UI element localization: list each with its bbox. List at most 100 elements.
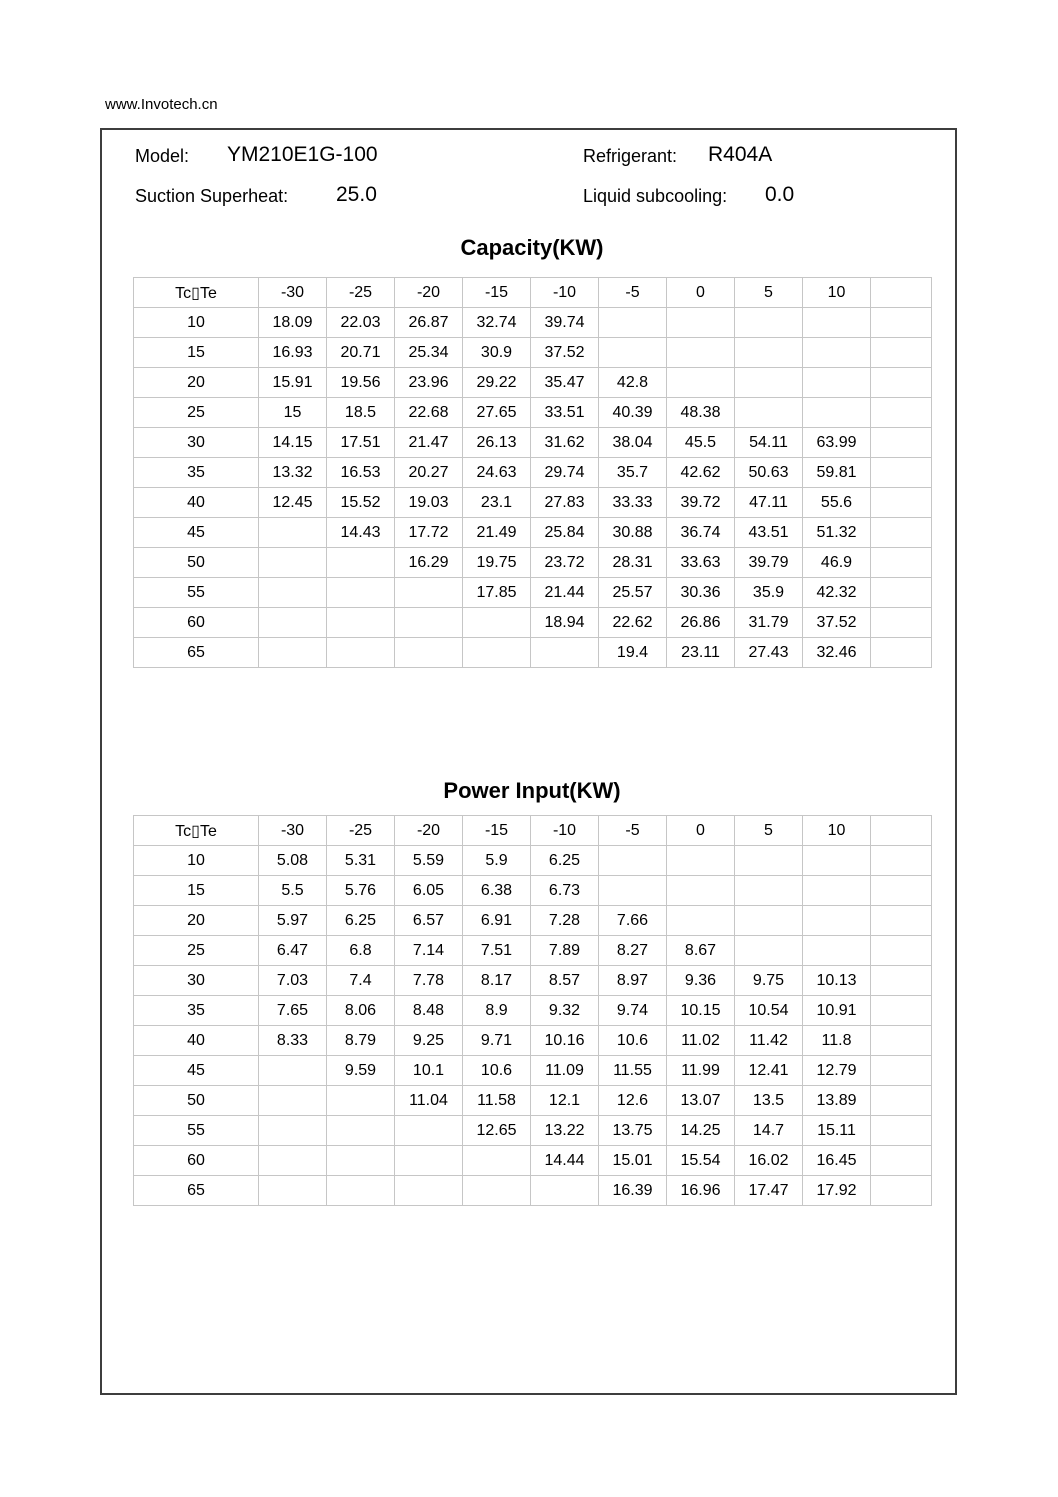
data-cell: 15.01 bbox=[598, 1145, 667, 1176]
data-cell: 10.6 bbox=[598, 1025, 667, 1056]
data-cell bbox=[734, 367, 803, 398]
refrigerant-label: Refrigerant: bbox=[583, 146, 678, 166]
data-cell: 12.45 bbox=[258, 487, 327, 518]
data-cell bbox=[734, 307, 803, 338]
data-cell: 21.44 bbox=[530, 577, 599, 608]
column-header-cell: 0 bbox=[666, 277, 735, 308]
data-cell: 14.44 bbox=[530, 1145, 599, 1176]
data-cell bbox=[734, 905, 803, 936]
row-header-cell: 60 bbox=[133, 607, 259, 638]
data-cell: 16.93 bbox=[258, 337, 327, 368]
data-cell: 9.25 bbox=[394, 1025, 463, 1056]
column-header-cell: -30 bbox=[258, 277, 327, 308]
data-cell: 19.56 bbox=[326, 367, 395, 398]
data-cell: 11.58 bbox=[462, 1085, 531, 1116]
data-cell bbox=[666, 307, 735, 338]
table-row: 45 14.43 17.72 21.49 25.84 30.88 36.74 43.51 51.… bbox=[133, 517, 932, 548]
data-cell: 8.48 bbox=[394, 995, 463, 1026]
data-cell: 16.02 bbox=[734, 1145, 803, 1176]
data-cell bbox=[258, 547, 327, 578]
data-cell: 11.09 bbox=[530, 1055, 599, 1086]
row-header-cell: 60 bbox=[133, 1145, 259, 1176]
data-cell bbox=[394, 577, 463, 608]
table-row: 10 18.09 22.03 26.87 32.74 39.74 bbox=[133, 307, 932, 338]
column-header-cell: 5 bbox=[734, 277, 803, 308]
row-header-cell: 15 bbox=[133, 337, 259, 368]
table-row: 65 16.39 16.96 17.47 17.92 bbox=[133, 1175, 932, 1206]
data-cell: 6.25 bbox=[326, 905, 395, 936]
data-cell: 6.25 bbox=[530, 845, 599, 876]
data-cell: 33.63 bbox=[666, 547, 735, 578]
table-row: 35 13.32 16.53 20.27 24.63 29.74 35.7 42.62 50.6… bbox=[133, 457, 932, 488]
data-cell: 42.8 bbox=[598, 367, 667, 398]
data-cell bbox=[870, 577, 932, 608]
data-cell bbox=[462, 1145, 531, 1176]
data-cell: 6.05 bbox=[394, 875, 463, 906]
data-cell: 39.72 bbox=[666, 487, 735, 518]
data-cell: 8.57 bbox=[530, 965, 599, 996]
column-header-cell: -15 bbox=[462, 815, 531, 846]
data-cell: 21.49 bbox=[462, 517, 531, 548]
data-cell: 8.06 bbox=[326, 995, 395, 1026]
data-cell: 9.74 bbox=[598, 995, 667, 1026]
data-cell: 16.45 bbox=[802, 1145, 871, 1176]
row-header-cell: 30 bbox=[133, 965, 259, 996]
data-cell: 29.74 bbox=[530, 457, 599, 488]
table-row: 45 9.59 10.1 10.6 11.09 11.55 11.99 12.41 12.79 bbox=[133, 1055, 932, 1086]
data-cell: 13.75 bbox=[598, 1115, 667, 1146]
table-row: 60 14.44 15.01 15.54 16.02 16.45 bbox=[133, 1145, 932, 1176]
column-header-cell: -30 bbox=[258, 815, 327, 846]
data-cell: 12.65 bbox=[462, 1115, 531, 1146]
data-cell: 15.54 bbox=[666, 1145, 735, 1176]
data-cell: 35.47 bbox=[530, 367, 599, 398]
data-cell: 8.17 bbox=[462, 965, 531, 996]
data-cell: 19.4 bbox=[598, 637, 667, 668]
data-cell: 6.8 bbox=[326, 935, 395, 966]
column-header-cell: -10 bbox=[530, 277, 599, 308]
data-cell: 36.74 bbox=[666, 517, 735, 548]
column-header-cell: -15 bbox=[462, 277, 531, 308]
data-cell: 35.7 bbox=[598, 457, 667, 488]
data-cell: 20.27 bbox=[394, 457, 463, 488]
data-cell: 33.51 bbox=[530, 397, 599, 428]
row-header-cell: 20 bbox=[133, 905, 259, 936]
data-cell bbox=[394, 1145, 463, 1176]
data-cell bbox=[258, 1085, 327, 1116]
data-cell: 10.54 bbox=[734, 995, 803, 1026]
data-cell: 14.43 bbox=[326, 517, 395, 548]
data-cell bbox=[870, 337, 932, 368]
data-cell: 14.15 bbox=[258, 427, 327, 458]
data-cell bbox=[870, 1115, 932, 1146]
table-row: 55 17.85 21.44 25.57 30.36 35.9 42.32 bbox=[133, 577, 932, 608]
data-cell: 17.72 bbox=[394, 517, 463, 548]
liquid-subcooling-value: 0.0 bbox=[765, 183, 795, 206]
table-row: 25 6.47 6.8 7.14 7.51 7.89 8.27 8.67 bbox=[133, 935, 932, 966]
data-cell: 40.39 bbox=[598, 397, 667, 428]
data-cell: 35.9 bbox=[734, 577, 803, 608]
data-cell bbox=[802, 337, 871, 368]
data-cell: 30.88 bbox=[598, 517, 667, 548]
data-cell: 25.34 bbox=[394, 337, 463, 368]
data-cell: 22.03 bbox=[326, 307, 395, 338]
table-row: 10 5.08 5.31 5.59 5.9 6.25 bbox=[133, 845, 932, 876]
data-cell: 6.91 bbox=[462, 905, 531, 936]
table-row: 30 14.15 17.51 21.47 26.13 31.62 38.04 45.5 54.1… bbox=[133, 427, 932, 458]
data-cell bbox=[870, 547, 932, 578]
table-row: 40 8.33 8.79 9.25 9.71 10.16 10.6 11.02 11.42 11.… bbox=[133, 1025, 932, 1056]
data-cell: 27.83 bbox=[530, 487, 599, 518]
data-cell bbox=[802, 845, 871, 876]
data-cell bbox=[870, 995, 932, 1026]
data-cell: 12.1 bbox=[530, 1085, 599, 1116]
data-cell: 15.52 bbox=[326, 487, 395, 518]
column-header-cell: -20 bbox=[394, 815, 463, 846]
data-cell: 11.8 bbox=[802, 1025, 871, 1056]
suction-superheat-value: 25.0 bbox=[336, 183, 377, 206]
data-cell: 16.29 bbox=[394, 547, 463, 578]
site-url: www.Invotech.cn bbox=[105, 96, 218, 113]
data-cell bbox=[870, 487, 932, 518]
data-cell bbox=[462, 607, 531, 638]
table-row: 50 16.29 19.75 23.72 28.31 33.63 39.79 46.9 bbox=[133, 547, 932, 578]
document-frame: Model: YM210E1G-100 Refrigerant: R404A S… bbox=[100, 128, 957, 1395]
data-cell: 7.66 bbox=[598, 905, 667, 936]
data-cell bbox=[734, 337, 803, 368]
